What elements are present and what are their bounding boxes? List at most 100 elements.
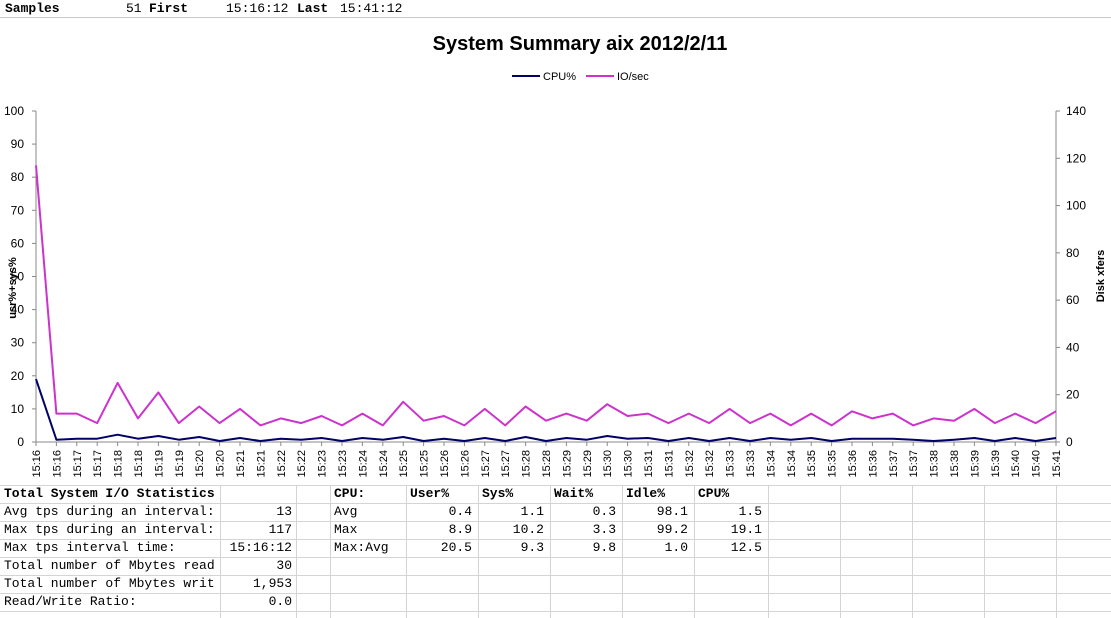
grid-col-line [912,485,913,618]
x-tick-label: 15:29 [561,450,573,478]
grid-col-line [478,485,479,618]
chart-legend: CPU% IO/sec [512,71,649,83]
grid-col-line [330,485,331,618]
samples-label[interactable]: Samples [5,1,60,16]
y2-axis-label: Disk xfers [1095,250,1107,303]
grid-col-line [550,485,551,618]
cpu-stat-value[interactable]: 9.3 [520,540,544,555]
cpu-column-header[interactable]: Wait% [554,486,594,501]
cpu-column-header[interactable]: User% [410,486,450,501]
io-stat-value[interactable]: 15:16:12 [229,540,292,555]
io-stat-value[interactable]: 1,953 [252,576,292,591]
x-tick-label: 15:41 [1051,450,1063,478]
chart-series [35,165,1057,442]
cpu-stat-value[interactable]: 20.5 [440,540,472,555]
io-stat-label[interactable]: Max tps interval time: [4,540,176,555]
x-tick-label: 15:30 [623,450,635,478]
chart-axes: 0 10 20 30 40 50 60 70 80 90 100 0 20 40 60 80 100 120 140… [4,104,1086,478]
cpu-stat-value[interactable]: 12.5 [730,540,762,555]
cpu-stat-value[interactable]: 1.5 [738,504,762,519]
x-tick-label: 15:24 [357,450,369,478]
x-tick-label: 15:26 [439,450,451,478]
io-stat-value[interactable]: 117 [268,522,292,537]
io-stat-value[interactable]: 0.0 [268,594,292,609]
x-tick-label: 15:21 [255,450,267,478]
io-stat-value[interactable]: 13 [276,504,292,519]
x-tick-label: 15:37 [888,450,900,478]
legend-label: IO/sec [617,71,649,83]
io-stat-value[interactable]: 30 [276,558,292,573]
y-tick-label: 70 [11,203,25,217]
last-value[interactable]: 15:41:12 [340,1,403,16]
x-tick-label: 15:24 [378,450,390,478]
first-label[interactable]: First [149,1,189,16]
io-stats-title[interactable]: Total System I/O Statistics [4,486,215,501]
y-tick-label: 10 [11,402,25,416]
io-stat-label[interactable]: Max tps during an interval: [4,522,215,537]
cpu-stat-value[interactable]: 99.2 [656,522,688,537]
x-tick-label: 15:28 [541,450,553,478]
grid-row-line [0,611,1111,612]
x-tick-label: 15:32 [684,450,696,478]
x-tick-label: 15:17 [72,450,84,478]
y2-tick-label: 0 [1066,435,1073,449]
x-tick-label: 15:33 [745,450,757,478]
y2-tick-label: 40 [1066,340,1080,354]
series-line-io-sec [35,165,1057,427]
x-tick-label: 15:19 [174,450,186,478]
cpu-column-header[interactable]: CPU: [334,486,366,501]
x-tick-label: 15:37 [908,450,920,478]
grid-col-line [406,485,407,618]
x-tick-label: 15:31 [643,450,655,478]
cpu-column-header[interactable]: Idle% [626,486,666,501]
cpu-stat-value[interactable]: 98.1 [656,504,688,519]
cpu-row-label[interactable]: Max:Avg [334,540,389,555]
x-tick-label: 15:29 [582,450,594,478]
grid-col-line [220,485,221,618]
x-tick-label: 15:26 [459,450,471,478]
cpu-row-label[interactable]: Avg [334,504,358,519]
last-label[interactable]: Last [297,1,329,16]
summary-header-row: Samples 51 First 15:16:12 Last 15:41:12 [0,0,1111,18]
grid-row-line [0,485,1111,486]
cpu-stat-value[interactable]: 8.9 [448,522,472,537]
y-tick-label: 40 [11,303,25,317]
x-tick-label: 15:18 [133,450,145,478]
y2-tick-label: 120 [1066,151,1086,165]
cpu-stat-value[interactable]: 1.0 [664,540,688,555]
cpu-stat-value[interactable]: 10.2 [512,522,544,537]
cpu-column-header[interactable]: Sys% [482,486,514,501]
x-tick-label: 15:40 [1010,450,1022,478]
y-tick-label: 20 [11,369,25,383]
x-tick-label: 15:39 [969,450,981,478]
samples-value[interactable]: 51 [126,1,142,16]
io-stat-label[interactable]: Total number of Mbytes read [4,558,215,573]
io-stat-label[interactable]: Read/Write Ratio: [4,594,137,609]
y-tick-label: 0 [17,435,24,449]
y-tick-label: 30 [11,336,25,350]
grid-row-line [0,593,1111,594]
x-tick-label: 15:20 [194,450,206,478]
cpu-stat-value[interactable]: 9.8 [592,540,616,555]
cpu-stat-value[interactable]: 1.1 [520,504,544,519]
y-axis-label: usr%+sys% [7,257,19,319]
x-tick-label: 15:23 [317,450,329,478]
y2-tick-label: 60 [1066,293,1080,307]
cpu-stat-value[interactable]: 0.4 [448,504,472,519]
x-tick-label: 15:20 [215,450,227,478]
x-tick-label: 15:17 [92,450,104,478]
io-stat-label[interactable]: Avg tps during an interval: [4,504,215,519]
chart-title: System Summary aix 2012/2/11 [433,33,728,55]
y-tick-label: 90 [11,137,25,151]
x-tick-label: 15:19 [153,450,165,478]
io-stat-label[interactable]: Total number of Mbytes writ [4,576,215,591]
cpu-stat-value[interactable]: 19.1 [730,522,762,537]
legend-label: CPU% [543,71,576,83]
y2-tick-label: 140 [1066,104,1086,118]
cpu-column-header[interactable]: CPU% [698,486,730,501]
x-tick-label: 15:30 [602,450,614,478]
cpu-stat-value[interactable]: 0.3 [592,504,616,519]
cpu-stat-value[interactable]: 3.3 [592,522,616,537]
cpu-row-label[interactable]: Max [334,522,358,537]
first-value[interactable]: 15:16:12 [226,1,289,16]
